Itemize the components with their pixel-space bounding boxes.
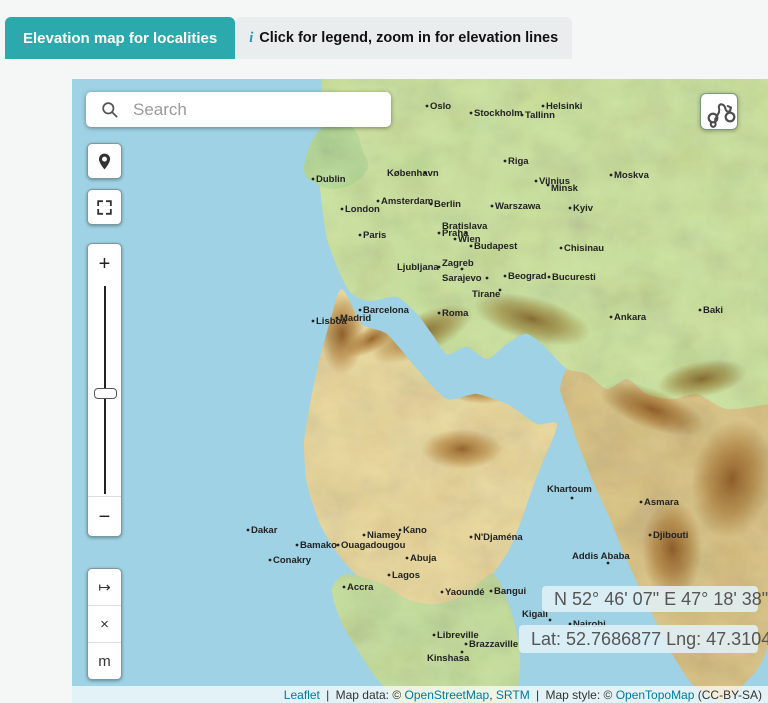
- svg-text:Bamako: Bamako: [300, 540, 337, 551]
- svg-text:Baki: Baki: [703, 305, 723, 316]
- svg-text:Asmara: Asmara: [644, 497, 680, 508]
- svg-text:Abuja: Abuja: [410, 553, 437, 564]
- svg-text:Yaoundé: Yaoundé: [445, 587, 485, 598]
- svg-text:Moskva: Moskva: [614, 170, 650, 181]
- svg-text:Brazzaville: Brazzaville: [469, 639, 518, 650]
- svg-text:Berlin: Berlin: [434, 199, 461, 210]
- svg-text:Bratislava: Bratislava: [442, 221, 488, 232]
- svg-text:Ankara: Ankara: [614, 312, 647, 323]
- svg-text:Bangui: Bangui: [494, 586, 526, 597]
- svg-text:Minsk: Minsk: [551, 183, 579, 194]
- svg-text:Paris: Paris: [363, 230, 386, 241]
- svg-text:Sarajevo: Sarajevo: [442, 273, 482, 284]
- svg-text:Tallinn: Tallinn: [525, 110, 555, 121]
- svg-text:Zagreb: Zagreb: [442, 258, 474, 269]
- svg-text:Accra: Accra: [347, 582, 374, 593]
- svg-text:Lisboa: Lisboa: [316, 316, 347, 327]
- svg-text:Dakar: Dakar: [251, 525, 278, 536]
- svg-text:Ljubljana: Ljubljana: [397, 262, 439, 273]
- svg-text:Amsterdam: Amsterdam: [381, 196, 433, 207]
- svg-text:Kinshasa: Kinshasa: [427, 653, 470, 664]
- svg-text:Khartoum: Khartoum: [547, 484, 592, 495]
- svg-text:Bucuresti: Bucuresti: [552, 272, 596, 283]
- svg-text:Conakry: Conakry: [273, 555, 312, 566]
- svg-text:Beograd: Beograd: [508, 271, 547, 282]
- svg-text:Kano: Kano: [403, 525, 427, 536]
- svg-text:København: København: [387, 168, 439, 179]
- svg-text:Riga: Riga: [508, 156, 529, 167]
- svg-text:Dublin: Dublin: [316, 174, 346, 185]
- svg-text:N'Djaména: N'Djaména: [474, 532, 523, 543]
- svg-text:Djibouti: Djibouti: [653, 530, 688, 541]
- svg-text:Chisinau: Chisinau: [564, 243, 604, 254]
- svg-text:London: London: [345, 204, 380, 215]
- svg-text:Kyiv: Kyiv: [573, 203, 594, 214]
- svg-text:Budapest: Budapest: [474, 241, 518, 252]
- svg-text:Lagos: Lagos: [392, 570, 420, 581]
- svg-text:Addis Ababa: Addis Ababa: [572, 551, 630, 562]
- svg-text:Barcelona: Barcelona: [363, 305, 410, 316]
- svg-text:Roma: Roma: [442, 308, 469, 319]
- svg-text:Oslo: Oslo: [430, 101, 451, 112]
- svg-text:Ouagadougou: Ouagadougou: [341, 540, 406, 551]
- svg-text:Stockholm: Stockholm: [474, 108, 523, 119]
- svg-text:Niamey: Niamey: [367, 530, 402, 541]
- svg-text:Warszawa: Warszawa: [495, 201, 541, 212]
- svg-text:Tirane: Tirane: [472, 289, 500, 300]
